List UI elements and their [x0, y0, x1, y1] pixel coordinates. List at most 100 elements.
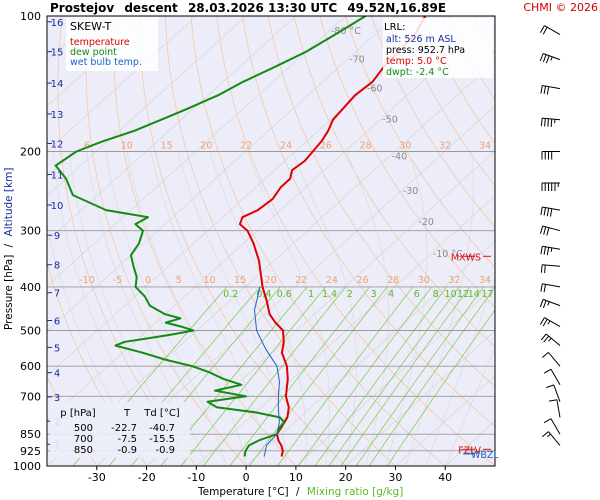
isotherm-line	[47, 16, 247, 197]
isotherm-line	[146, 150, 495, 466]
dry-adiabat-label: 22	[240, 141, 252, 152]
x-tick-label: 30	[388, 471, 402, 484]
y-tick-label: 100	[20, 10, 41, 23]
sounding-datetime: 28.03.2026 13:30 UTC	[188, 1, 337, 15]
dry-adiabat	[500, 16, 600, 466]
lrl-alt: alt: 526 m ASL	[386, 34, 456, 45]
mixing-ratio-label: 10	[445, 289, 457, 300]
marker-label: MXWS	[451, 252, 481, 263]
dry-adiabat	[319, 16, 495, 308]
table-row-850-t: -0.9	[117, 445, 137, 456]
table-header-p: p [hPa]	[60, 408, 95, 419]
isotherm-label: -70	[349, 55, 365, 66]
altitude-tick-label: 14	[51, 79, 64, 90]
wind-barb	[539, 53, 561, 64]
series-temperature	[238, 16, 427, 457]
copyright: CHMI © 2026	[523, 1, 598, 14]
table-row-850-p: 850	[74, 445, 93, 456]
mixing-ratio-label: 0.6	[277, 289, 292, 300]
mixing-ratio-label: 14	[468, 289, 480, 300]
wind-barb	[540, 264, 561, 274]
isotherm-label: -10 °C	[433, 249, 463, 260]
wind-barb	[540, 225, 561, 236]
isotherm-label: -60	[367, 84, 383, 95]
dry-adiabat-label: 32	[448, 275, 460, 286]
table-header-t: T	[123, 408, 131, 419]
wind-barb	[540, 85, 561, 95]
legend-title: SKEW-T	[70, 20, 112, 33]
mixing-ratio-label: 6	[414, 289, 420, 300]
dry-adiabat-label: 30	[399, 141, 411, 152]
series-wet-bulb-temp	[254, 286, 280, 457]
isotherm-line	[47, 16, 197, 152]
wind-barb	[539, 298, 561, 309]
mixing-ratio-label: 8	[433, 289, 439, 300]
x-axis-title: Temperature [°C] / Mixing ratio [g/kg]	[197, 486, 403, 498]
dry-adiabat	[345, 16, 495, 268]
altitude-tick-label: 10	[51, 201, 64, 212]
wind-barb	[541, 352, 561, 367]
wind-barb	[541, 431, 561, 446]
dry-adiabat	[293, 16, 495, 348]
x-tick-label: 40	[438, 471, 452, 484]
isotherm-line	[295, 285, 495, 466]
isotherm-line	[494, 465, 495, 466]
isotherm-line	[47, 16, 147, 107]
y-axis-label-altitude: Altitude [km]	[3, 168, 15, 237]
table-row-700-p: 700	[74, 434, 93, 445]
dry-adiabat-label: 26	[320, 141, 332, 152]
x-tick-label: 20	[339, 471, 353, 484]
x-tick-label: 0	[243, 471, 250, 484]
legend-wet-bulb: wet bulb temp.	[70, 57, 142, 68]
level-table: p [hPa] T Td [°C] 500 -22.7 -40.7 700 -7…	[50, 402, 190, 458]
wind-barb	[546, 384, 561, 402]
lrl-temp: temp: 5.0 °C	[386, 56, 447, 67]
table-row-500-t: -22.7	[111, 423, 137, 434]
y-tick-label: 700	[20, 390, 41, 403]
y-tick-label: 925	[20, 445, 41, 458]
mixing-ratio-label: 1.4	[322, 289, 337, 300]
lrl-box: LRL: alt: 526 m ASL press: 952.7 hPa tem…	[383, 18, 493, 78]
dry-adiabat	[371, 16, 495, 228]
isotherm-line	[47, 60, 495, 466]
altitude-tick-label: 16	[51, 18, 64, 29]
dry-adiabat-label: 10	[121, 141, 133, 152]
dry-adiabat-label: 15	[161, 141, 173, 152]
mixing-ratio-label: 1	[308, 289, 314, 300]
x-tick-label: -10	[187, 471, 205, 484]
dry-adiabat-label: 5	[176, 275, 182, 286]
isotherm-line	[47, 16, 495, 422]
x-axis-label-mixing: Mixing ratio [g/kg]	[307, 486, 403, 498]
wind-barb	[543, 418, 561, 435]
dry-adiabat-label: -5	[113, 275, 122, 286]
wind-barb	[541, 151, 560, 160]
isotherm-line	[47, 16, 396, 332]
dry-adiabat-label: 28	[387, 275, 399, 286]
dry-adiabat-label: 28	[360, 141, 372, 152]
altitude-tick-label: 8	[54, 261, 60, 272]
wind-barb	[540, 245, 561, 256]
dry-adiabat-label: 34	[479, 141, 491, 152]
x-tick-label: -30	[88, 471, 106, 484]
y-axis-label-separator: /	[3, 243, 15, 247]
dry-adiabat-label: 15	[234, 275, 246, 286]
x-axis-label-separator: /	[296, 486, 300, 498]
wind-barb	[540, 117, 561, 127]
table-row-500-td: -40.7	[149, 423, 175, 434]
isotherm-line	[47, 16, 446, 377]
station-name: Prostejov	[50, 1, 114, 15]
altitude-tick-label: 7	[54, 289, 60, 300]
isotherm-label: -80 °C	[331, 26, 361, 37]
y-tick-label: 300	[20, 225, 41, 238]
altitude-tick-label: 6	[54, 317, 60, 328]
chart-title: Prostejov descent 28.03.2026 13:30 UTC 4…	[50, 1, 446, 15]
dry-adiabat-label: 0	[145, 275, 151, 286]
y-tick-label: 1000	[13, 460, 41, 473]
sounding-mode: descent	[124, 1, 178, 15]
isotherm-line	[47, 16, 346, 287]
isotherm-label: -30	[403, 186, 419, 197]
altitude-tick-label: 13	[51, 110, 64, 121]
x-tick-label: 10	[289, 471, 303, 484]
